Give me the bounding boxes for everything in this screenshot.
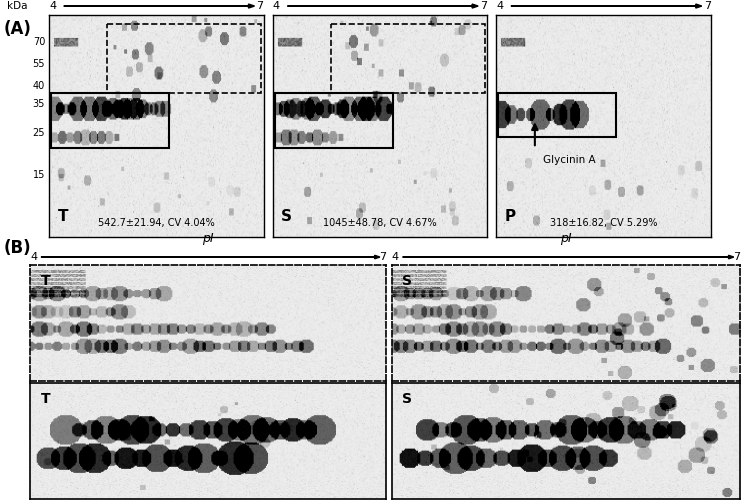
Text: S: S	[402, 392, 412, 406]
Text: 35: 35	[33, 99, 45, 109]
Text: 4: 4	[392, 252, 398, 262]
Text: 4: 4	[49, 1, 56, 11]
Text: T: T	[41, 392, 50, 406]
Text: T: T	[41, 274, 50, 288]
Text: 542.7±21.94, CV 4.04%: 542.7±21.94, CV 4.04%	[98, 218, 215, 228]
Text: 318±16.82, CV 5.29%: 318±16.82, CV 5.29%	[550, 218, 657, 228]
Text: 7: 7	[480, 1, 487, 11]
Text: S: S	[281, 209, 292, 224]
Text: 55: 55	[32, 59, 45, 69]
Text: P: P	[505, 209, 516, 224]
Text: 7: 7	[733, 252, 739, 262]
Text: (B): (B)	[4, 239, 32, 258]
Text: 40: 40	[33, 81, 45, 91]
Text: Glycinin A: Glycinin A	[544, 155, 596, 165]
Text: T: T	[57, 209, 68, 224]
Text: 4: 4	[30, 252, 37, 262]
Text: 25: 25	[32, 128, 45, 138]
Text: 4: 4	[496, 1, 503, 11]
Text: pI: pI	[560, 232, 572, 245]
Text: pI: pI	[203, 232, 214, 245]
Text: 1045±48.78, CV 4.67%: 1045±48.78, CV 4.67%	[323, 218, 437, 228]
Text: 7: 7	[704, 1, 711, 11]
Text: 15: 15	[33, 170, 45, 180]
Text: S: S	[402, 274, 412, 288]
Text: 7: 7	[257, 1, 264, 11]
Text: kDa: kDa	[7, 1, 28, 11]
Text: 7: 7	[379, 252, 386, 262]
Text: (A): (A)	[4, 20, 32, 38]
Text: 70: 70	[33, 37, 45, 47]
Text: 4: 4	[273, 1, 279, 11]
